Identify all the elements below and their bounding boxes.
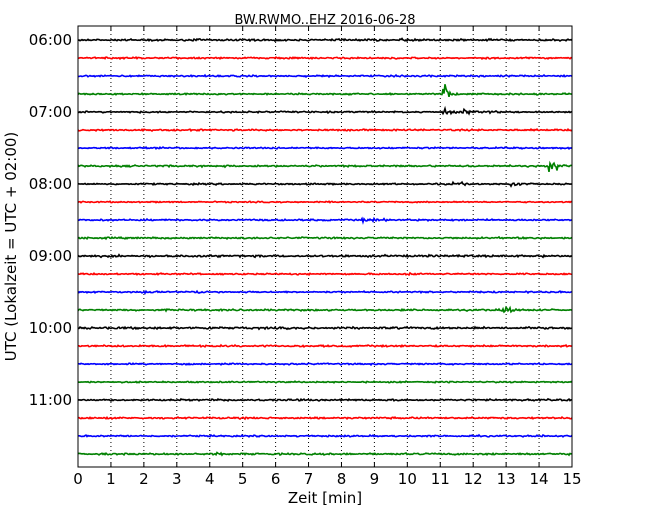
x-tick-label: 12	[464, 470, 483, 488]
y-tick-label: 06:00	[29, 31, 72, 49]
seismic-trace-17	[77, 343, 573, 349]
seismic-trace-16	[77, 325, 573, 331]
x-tick-label: 10	[398, 470, 417, 488]
x-tick-label: 6	[271, 470, 281, 488]
seismic-trace-3	[77, 84, 573, 98]
seismic-trace-2	[77, 73, 573, 79]
seismic-trace-8	[77, 180, 573, 188]
y-tick-label: 08:00	[29, 175, 72, 193]
y-tick-label: 09:00	[29, 247, 72, 265]
seismic-trace-15	[77, 305, 573, 314]
x-tick-label: 15	[562, 470, 581, 488]
x-tick-label: 3	[172, 470, 182, 488]
seismic-trace-6	[77, 145, 573, 151]
seismic-traces	[77, 37, 573, 457]
seismic-trace-11	[77, 235, 573, 241]
seismic-trace-14	[77, 289, 573, 295]
x-axis-label: Zeit [min]	[288, 489, 362, 507]
x-tick-label: 0	[73, 470, 83, 488]
x-tick-label: 7	[304, 470, 314, 488]
seismic-trace-5	[77, 127, 573, 133]
seismic-trace-4	[77, 105, 573, 116]
seismic-trace-13	[77, 271, 573, 277]
y-axis-ticks: 06:00 07:00 08:00 09:00 10:00 11:00	[29, 31, 572, 409]
x-axis-ticks: 0 1 2 3 4 5 6 7 8 9 10 11 12 13 14 15	[73, 26, 582, 488]
x-tick-label: 4	[205, 470, 215, 488]
seismic-trace-18	[77, 362, 573, 367]
seismic-trace-0	[77, 37, 573, 43]
chart-title: BW.RWMO..EHZ 2016-06-28	[234, 13, 415, 28]
seismic-trace-23	[77, 451, 573, 457]
seismic-trace-20	[77, 397, 573, 403]
x-tick-label: 11	[431, 470, 450, 488]
seismic-trace-7	[77, 160, 573, 173]
y-tick-label: 07:00	[29, 103, 72, 121]
x-tick-label: 1	[106, 470, 116, 488]
plot-frame	[77, 25, 573, 468]
x-tick-label: 2	[139, 470, 149, 488]
x-tick-label: 13	[497, 470, 516, 488]
x-tick-label: 8	[337, 470, 347, 488]
seismic-trace-1	[77, 56, 573, 61]
seismic-trace-19	[77, 380, 573, 384]
x-tick-label: 9	[370, 470, 380, 488]
seismic-trace-9	[77, 200, 573, 204]
y-axis-label: UTC (Lokalzeit = UTC + 02:00)	[2, 132, 20, 362]
grid-lines	[110, 26, 540, 467]
x-tick-label: 14	[530, 470, 549, 488]
seismic-trace-10	[77, 216, 573, 225]
x-tick-label: 5	[238, 470, 248, 488]
seismic-trace-12	[77, 253, 573, 259]
seismic-trace-21	[77, 415, 573, 421]
seismic-trace-22	[77, 433, 573, 438]
y-tick-label: 11:00	[29, 391, 72, 409]
y-tick-label: 10:00	[29, 319, 72, 337]
